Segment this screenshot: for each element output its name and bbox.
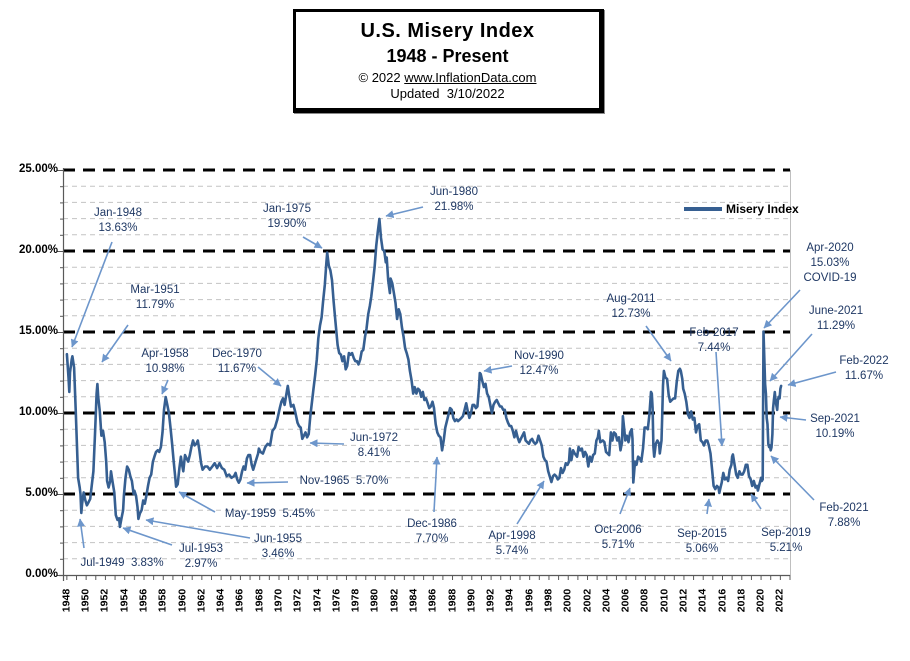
annotation-arrow-sep-2021 xyxy=(779,413,807,422)
annotation-arrow-sep-2015 xyxy=(704,498,712,515)
annotation-arrow-apr-1958 xyxy=(161,379,169,395)
annotation-arrow-jun-1980 xyxy=(385,206,424,219)
annotation-arrow-apr-2020 xyxy=(763,289,801,329)
annotation-arrow-jun-1955 xyxy=(145,517,251,539)
annotation-arrow-jul-1949 xyxy=(77,518,85,549)
annotation-arrow-feb-2017 xyxy=(715,351,726,447)
inflationdata-link[interactable]: www.InflationData.com xyxy=(404,70,537,85)
annotation-arrow-aug-2011 xyxy=(645,325,672,362)
annotation-arrow-june-2021 xyxy=(769,333,813,382)
annotation-arrow-nov-1990 xyxy=(483,365,513,374)
annotation-arrow-jan-1948 xyxy=(70,241,113,348)
annotation-arrow-oct-2006 xyxy=(619,487,632,515)
annotation-arrow-jun-1972 xyxy=(309,439,345,448)
annotation-arrow-feb-2021 xyxy=(770,455,815,501)
annotation-arrow-dec-1986 xyxy=(432,456,441,513)
annotation-arrow-may-1959 xyxy=(178,491,216,513)
annotation-arrow-dec-1970 xyxy=(257,366,282,387)
annotation-arrow-sep-2019 xyxy=(750,493,762,510)
annotation-arrow-mar-1951 xyxy=(101,324,129,363)
annotation-arrow-nov-1965 xyxy=(246,478,289,487)
annotation-arrow-jan-1975 xyxy=(302,236,323,249)
annotation-arrow-feb-2022 xyxy=(787,371,837,387)
annotation-arrow-apr-1998 xyxy=(516,480,545,525)
misery-index-line xyxy=(65,217,783,529)
annotation-arrow-jul-1953 xyxy=(122,526,173,546)
